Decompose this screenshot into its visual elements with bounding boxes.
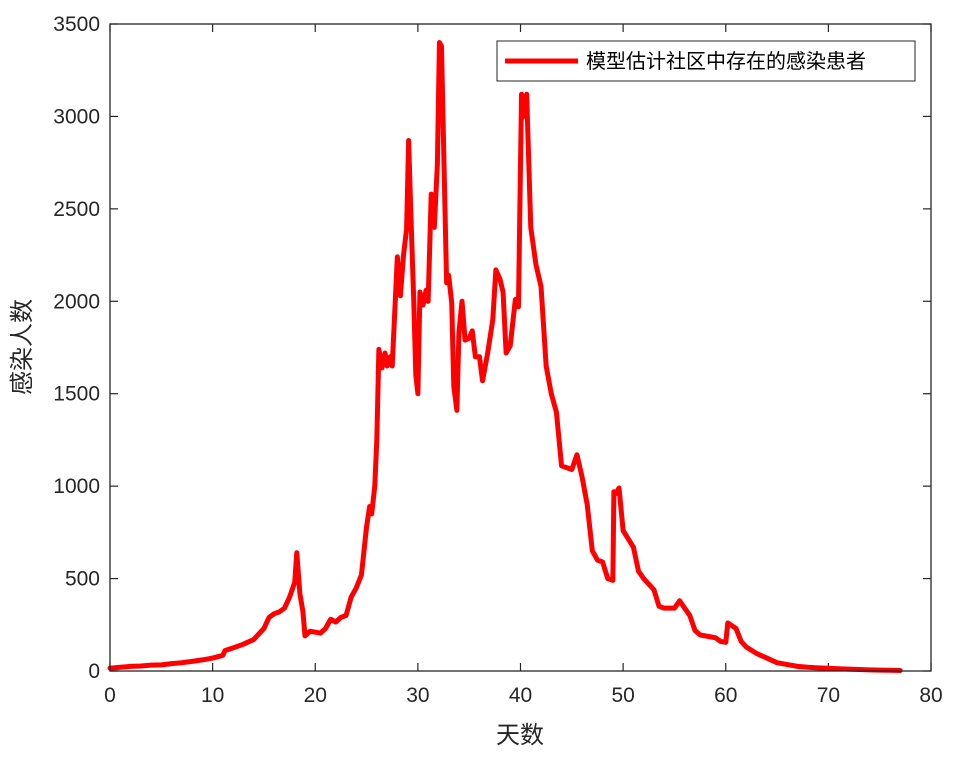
x-tick-label: 0 (104, 684, 116, 707)
x-tick-label: 10 (201, 684, 224, 707)
x-tick-label: 40 (509, 684, 532, 707)
legend: 模型估计社区中存在的感染患者 (496, 40, 916, 82)
x-tick-label: 80 (919, 684, 942, 707)
plot-frame (109, 23, 932, 672)
x-tick-label: 30 (406, 684, 429, 707)
y-tick-label: 1500 (53, 383, 100, 406)
y-tick-label: 3000 (53, 105, 100, 128)
x-tick-label: 60 (714, 684, 737, 707)
series-line (107, 39, 903, 673)
tick-labels: 0 10 20 30 40 50 60 70 80 0 500 1000 1500 2000 2500 300… (53, 13, 942, 707)
y-tick-label: 2500 (53, 198, 100, 221)
y-tick-label: 500 (65, 568, 100, 591)
x-tick-label: 70 (817, 684, 840, 707)
y-tick-label: 0 (88, 660, 100, 683)
y-axis-title: 感染人数 (8, 299, 36, 395)
y-tick-label: 3500 (53, 13, 100, 36)
y-tick-label: 1000 (53, 475, 100, 498)
legend-label: 模型估计社区中存在的感染患者 (586, 49, 866, 73)
x-tick-label: 20 (304, 684, 327, 707)
x-tick-label: 50 (611, 684, 634, 707)
x-axis-title: 天数 (496, 721, 544, 749)
y-tick-label: 2000 (53, 290, 100, 313)
